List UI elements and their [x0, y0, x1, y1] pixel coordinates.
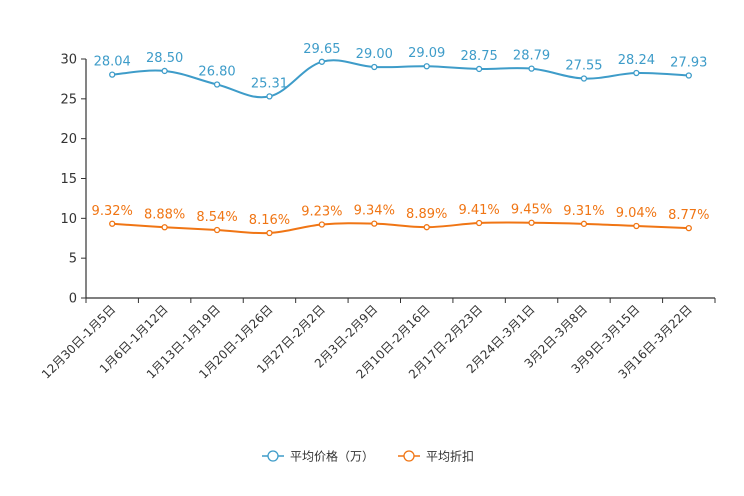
data-label: 9.23% [301, 204, 342, 219]
data-point [423, 63, 430, 70]
data-label: 9.32% [92, 204, 133, 219]
data-point [213, 81, 221, 88]
data-point [371, 220, 378, 227]
data-point [475, 65, 483, 73]
series-group: 28.04 28.50 26.80 25.31 29.65 29.00 29.09 28.75… [92, 42, 709, 237]
data-label: 9.45% [511, 203, 552, 218]
y-tick-label: 20 [60, 132, 77, 147]
data-point [371, 63, 378, 71]
legend: 平均价格（万） 平均折扣 [262, 449, 474, 464]
y-tick-label: 25 [60, 92, 77, 107]
data-point [633, 69, 640, 77]
data-point [685, 72, 692, 79]
legend-label: 平均折扣 [426, 449, 474, 464]
data-point [580, 220, 588, 227]
data-label: 29.00 [356, 47, 393, 62]
data-point [528, 65, 535, 72]
data-label: 9.04% [616, 206, 657, 221]
data-label: 8.54% [196, 210, 237, 225]
data-point [685, 224, 692, 232]
data-point [318, 221, 326, 228]
data-point [475, 219, 483, 227]
data-label: 27.93 [670, 55, 707, 70]
series-line [112, 59, 689, 99]
data-point [266, 229, 273, 237]
y-tick-label: 5 [69, 252, 77, 267]
data-point [423, 224, 430, 231]
data-label: 8.88% [144, 207, 185, 222]
data-label: 9.31% [563, 204, 604, 219]
legend-label: 平均价格（万） [290, 449, 374, 464]
data-label: 28.75 [461, 49, 498, 64]
data-point [161, 67, 168, 75]
series-2: 9.32% 8.88% 8.54% 8.16% 9.23% 9.34% 8.89% 9.41%… [92, 203, 709, 237]
y-tick-label: 30 [60, 53, 77, 68]
data-point [528, 219, 535, 226]
data-point [109, 71, 116, 78]
data-point [318, 58, 326, 65]
y-tick-label: 0 [69, 292, 77, 307]
data-point [161, 224, 168, 231]
data-label: 26.80 [198, 64, 235, 79]
data-label: 27.55 [565, 59, 602, 74]
legend-item-1: 平均价格（万） [262, 449, 374, 464]
data-label: 29.09 [408, 46, 445, 61]
data-label: 8.16% [249, 213, 290, 228]
data-label: 8.89% [406, 207, 447, 222]
data-label: 9.34% [354, 204, 395, 219]
legend-marker-icon [267, 450, 279, 462]
data-label: 28.24 [618, 53, 655, 68]
data-point [213, 226, 221, 234]
data-label: 8.77% [668, 208, 709, 223]
data-point [633, 222, 640, 230]
y-tick-label: 10 [60, 212, 77, 227]
data-point [266, 93, 273, 100]
legend-item-2: 平均折扣 [398, 449, 474, 464]
series-line [112, 221, 689, 235]
series-1: 28.04 28.50 26.80 25.31 29.65 29.00 29.09 28.75… [94, 42, 707, 100]
data-label: 28.79 [513, 49, 550, 64]
data-point [580, 75, 588, 82]
data-label: 29.65 [303, 42, 340, 57]
data-label: 9.41% [458, 203, 499, 218]
data-label: 25.31 [251, 76, 288, 91]
data-label: 28.04 [94, 55, 131, 70]
y-tick-label: 15 [60, 172, 77, 187]
data-label: 28.50 [146, 51, 183, 66]
data-point [109, 220, 116, 227]
legend-marker-icon [403, 450, 415, 462]
